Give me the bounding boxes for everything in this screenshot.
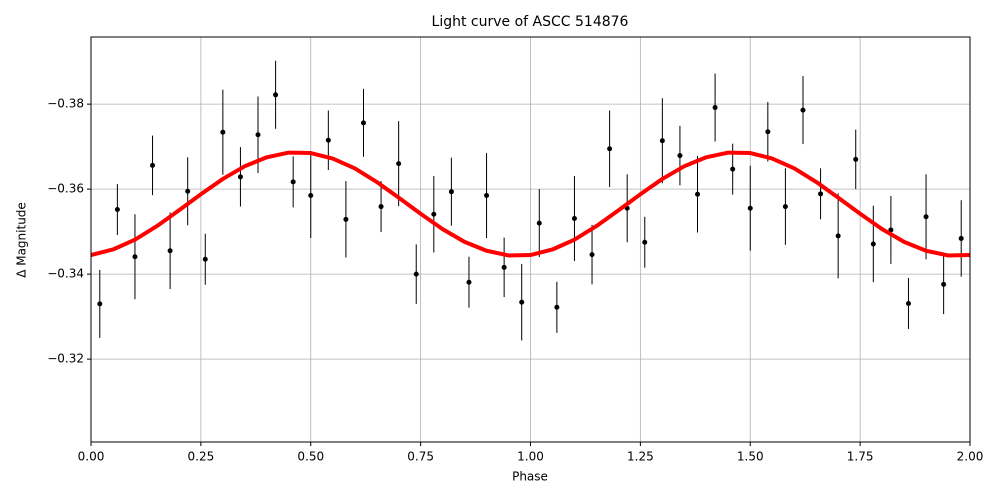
data-point bbox=[941, 281, 947, 287]
data-point bbox=[905, 300, 911, 306]
data-point bbox=[343, 216, 349, 222]
y-tick-label: −0.38 bbox=[47, 97, 84, 111]
data-point bbox=[255, 132, 261, 138]
data-point bbox=[659, 138, 665, 144]
x-tick-label: 2.00 bbox=[957, 450, 984, 464]
data-point bbox=[237, 174, 243, 180]
data-point bbox=[554, 304, 560, 310]
data-point bbox=[923, 214, 929, 220]
data-point bbox=[185, 188, 191, 194]
data-point bbox=[360, 120, 366, 126]
data-point bbox=[202, 256, 208, 262]
data-point bbox=[765, 129, 771, 135]
x-tick-label: 1.50 bbox=[737, 450, 764, 464]
y-axis-label: Δ Magnitude bbox=[15, 202, 29, 278]
data-point bbox=[325, 137, 331, 143]
data-point bbox=[413, 271, 419, 277]
data-point bbox=[571, 215, 577, 221]
y-tick-label: −0.32 bbox=[47, 352, 84, 366]
chart-title: Light curve of ASCC 514876 bbox=[432, 14, 629, 30]
data-point bbox=[536, 220, 542, 226]
data-point bbox=[642, 239, 648, 245]
data-point bbox=[448, 189, 454, 195]
data-point bbox=[114, 207, 120, 213]
data-point bbox=[290, 179, 296, 185]
data-point bbox=[220, 129, 226, 135]
x-tick-label: 0.00 bbox=[78, 450, 105, 464]
data-point bbox=[484, 193, 490, 199]
x-tick-label: 0.25 bbox=[188, 450, 215, 464]
data-point bbox=[853, 156, 859, 162]
data-point bbox=[782, 204, 788, 210]
y-tick-label: −0.36 bbox=[47, 182, 84, 196]
data-point bbox=[466, 279, 472, 285]
data-point bbox=[800, 107, 806, 113]
y-tick-label: −0.34 bbox=[47, 267, 84, 281]
data-point bbox=[308, 193, 314, 199]
data-point bbox=[607, 146, 613, 152]
data-point bbox=[958, 235, 964, 241]
data-point bbox=[396, 161, 402, 167]
x-tick-label: 1.25 bbox=[627, 450, 654, 464]
data-point bbox=[712, 105, 718, 111]
data-point bbox=[150, 162, 156, 168]
x-tick-label: 0.75 bbox=[407, 450, 434, 464]
data-point bbox=[677, 153, 683, 159]
mean-curve bbox=[91, 150, 970, 258]
data-point bbox=[132, 254, 138, 260]
data-point bbox=[167, 248, 173, 254]
x-tick-label: 0.50 bbox=[297, 450, 324, 464]
x-tick-label: 1.75 bbox=[847, 450, 874, 464]
grid bbox=[90, 37, 971, 442]
plot-area bbox=[91, 60, 970, 341]
data-point bbox=[835, 233, 841, 239]
data-point bbox=[695, 191, 701, 197]
data-point bbox=[501, 264, 507, 270]
data-point bbox=[747, 205, 753, 211]
data-point bbox=[273, 92, 279, 98]
ticks: 0.00 0.25 0.50 0.75 1.00 1.25 1.50 1.75 2.00 −0.3… bbox=[47, 97, 983, 464]
data-point bbox=[519, 299, 525, 305]
data-point bbox=[870, 241, 876, 247]
data-point bbox=[818, 191, 824, 197]
data-point bbox=[431, 211, 437, 217]
data-point bbox=[730, 166, 736, 172]
data-point bbox=[378, 204, 384, 210]
x-tick-label: 1.00 bbox=[517, 450, 544, 464]
data-point bbox=[589, 252, 595, 258]
data-point bbox=[97, 301, 103, 307]
x-axis-label: Phase bbox=[512, 470, 548, 484]
